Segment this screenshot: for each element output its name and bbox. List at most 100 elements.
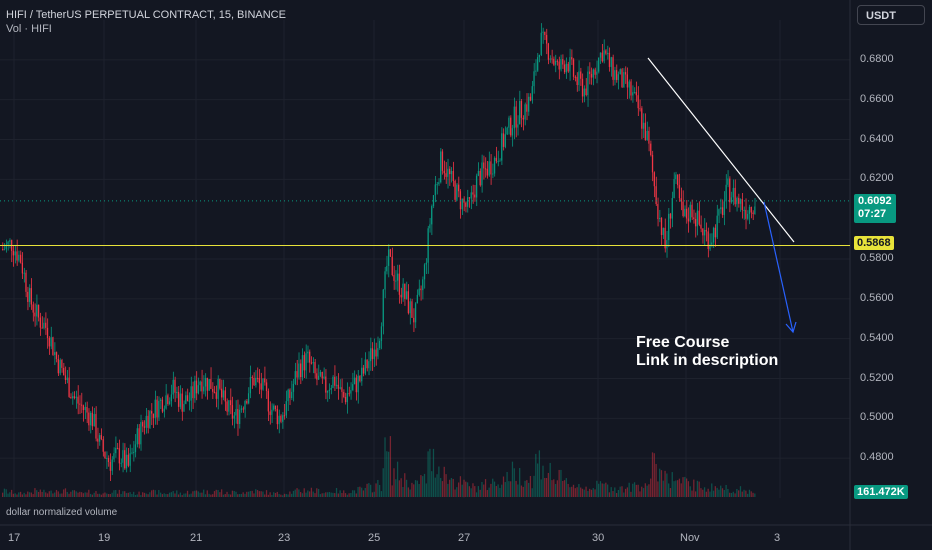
candle-body	[380, 326, 383, 341]
candle-body	[194, 380, 196, 399]
candle-body	[64, 375, 67, 380]
candle-body	[727, 178, 729, 185]
volume-legend[interactable]: Vol · HIFI	[6, 23, 52, 35]
candle-body	[680, 198, 682, 202]
candle-body	[197, 385, 199, 394]
volume-bar	[466, 482, 469, 497]
volume-bar	[273, 492, 275, 497]
candle-body	[161, 399, 164, 412]
candle-body	[379, 340, 381, 349]
volume-bar	[285, 494, 287, 497]
candle-body	[702, 228, 704, 236]
volume-bar	[754, 493, 756, 497]
candle-body	[228, 400, 230, 412]
volume-bar	[366, 483, 368, 497]
volume-bar	[576, 487, 578, 497]
symbol-title[interactable]: HIFI / TetherUS PERPETUAL CONTRACT, 15, …	[6, 9, 286, 21]
volume-bar	[95, 491, 97, 497]
candle-body	[653, 172, 655, 187]
volume-bar	[689, 486, 691, 497]
candle-body	[567, 63, 569, 72]
volume-bar	[159, 492, 162, 497]
candle-body	[635, 92, 637, 96]
volume-bar	[98, 493, 101, 497]
volume-bar	[377, 479, 379, 497]
volume-bar	[580, 487, 582, 497]
volume-bar	[664, 470, 666, 497]
candle-body	[167, 395, 169, 404]
candle-body	[269, 411, 271, 415]
volume-bar	[581, 488, 584, 497]
volume-bar	[639, 491, 641, 497]
candle-body	[249, 377, 251, 394]
candle-body	[25, 272, 27, 292]
candle-body	[396, 273, 399, 281]
volume-bar	[691, 490, 693, 497]
candle-body	[562, 59, 564, 65]
candle-body	[134, 444, 137, 453]
volume-bar	[212, 494, 214, 497]
volume-bar	[289, 491, 291, 497]
volume-bar	[517, 484, 519, 497]
volume-bar	[18, 492, 20, 497]
candle-body	[465, 202, 467, 207]
candle-body	[95, 414, 97, 439]
volume-bar	[68, 493, 70, 497]
candle-body	[549, 58, 551, 60]
currency-button[interactable]: USDT	[857, 5, 925, 25]
volume-bar	[188, 494, 190, 497]
candle-body	[190, 386, 192, 401]
volume-bar	[213, 491, 216, 497]
volume-bar	[468, 486, 471, 497]
candle-body	[449, 168, 451, 175]
volume-bar	[590, 489, 593, 497]
price-tick-label: 0.6600	[860, 92, 894, 105]
candle-body	[499, 160, 501, 162]
candle-body	[265, 382, 268, 391]
candle-body	[176, 391, 178, 393]
volume-bar	[55, 489, 58, 497]
candle-body	[666, 240, 668, 249]
candle-body	[450, 170, 453, 175]
volume-bar	[208, 493, 210, 497]
candle-body	[256, 377, 259, 379]
candle-body	[402, 283, 404, 298]
volume-bar	[497, 484, 499, 497]
volume-bar	[603, 483, 605, 497]
candle-body	[192, 386, 194, 399]
candle-body	[466, 197, 469, 207]
candle-body	[689, 204, 691, 222]
volume-bar	[447, 483, 449, 497]
volume-bar	[104, 492, 106, 497]
volume-bar	[677, 480, 679, 497]
volume-bar	[732, 491, 734, 497]
volume-bar	[425, 483, 427, 497]
volume-bar	[32, 494, 34, 497]
volume-bar	[606, 484, 609, 497]
volume-bar	[34, 488, 36, 497]
volume-bar	[219, 492, 221, 497]
volume-bar	[592, 488, 594, 497]
volume-bar	[685, 478, 688, 497]
volume-bar	[194, 490, 196, 497]
volume-bar	[738, 490, 740, 497]
volume-bar	[567, 483, 569, 497]
volume-bar	[229, 494, 232, 497]
candle-body	[619, 69, 621, 75]
volume-bar	[253, 493, 255, 497]
candle-body	[511, 128, 514, 136]
time-tick-label: 25	[368, 532, 381, 544]
candle-body	[174, 379, 176, 393]
free-course-annotation[interactable]: Free Course Link in description	[636, 334, 778, 370]
candle-body	[538, 54, 541, 58]
volume-bar	[337, 493, 339, 497]
volume-bar	[61, 493, 63, 497]
volume-bar	[675, 480, 677, 497]
volume-bar	[440, 478, 442, 497]
volume-bar	[696, 480, 699, 497]
candle-body	[405, 291, 408, 299]
candle-body	[41, 327, 43, 329]
volume-bar	[52, 493, 54, 497]
time-tick-label: 3	[774, 532, 781, 544]
